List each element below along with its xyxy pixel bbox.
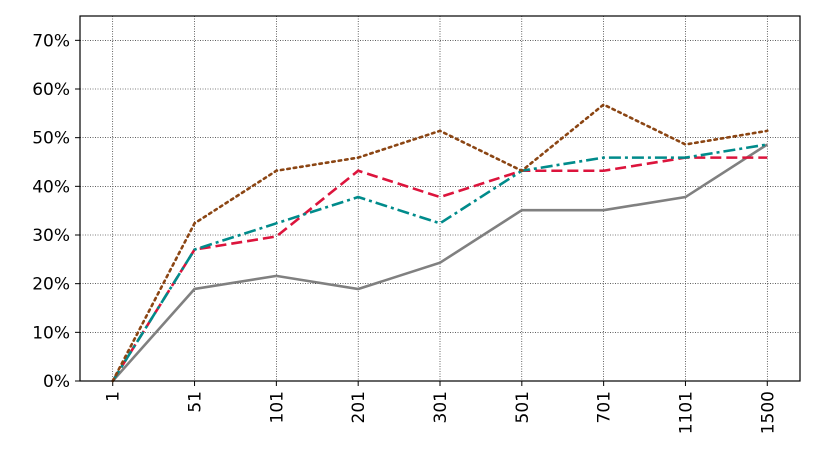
y-tick-label: 30% [32,226,70,246]
y-tick-label: 20% [32,275,70,295]
series-line [111,143,768,382]
x-tick-label: 1 [104,391,124,402]
y-tick-label: 0% [43,372,70,392]
y-tick-label: 40% [32,177,70,197]
series-line [111,156,768,382]
x-tick-label: 201 [349,391,369,423]
plot-frame [79,15,801,382]
x-tick-label: 101 [267,391,287,423]
y-tick-label: 50% [32,129,70,149]
x-tick-label: 1500 [758,391,778,434]
x-tick-label: 51 [186,391,206,413]
x-tick-label: 701 [595,391,615,423]
y-tick-label: 10% [32,323,70,343]
y-tick-label: 70% [32,31,70,51]
series-line [111,143,768,382]
series-line [111,103,769,383]
x-tick-label: 501 [513,391,533,423]
x-tick-label: 301 [431,391,451,423]
x-tick-label: 1101 [676,391,696,434]
y-tick-label: 60% [32,80,70,100]
